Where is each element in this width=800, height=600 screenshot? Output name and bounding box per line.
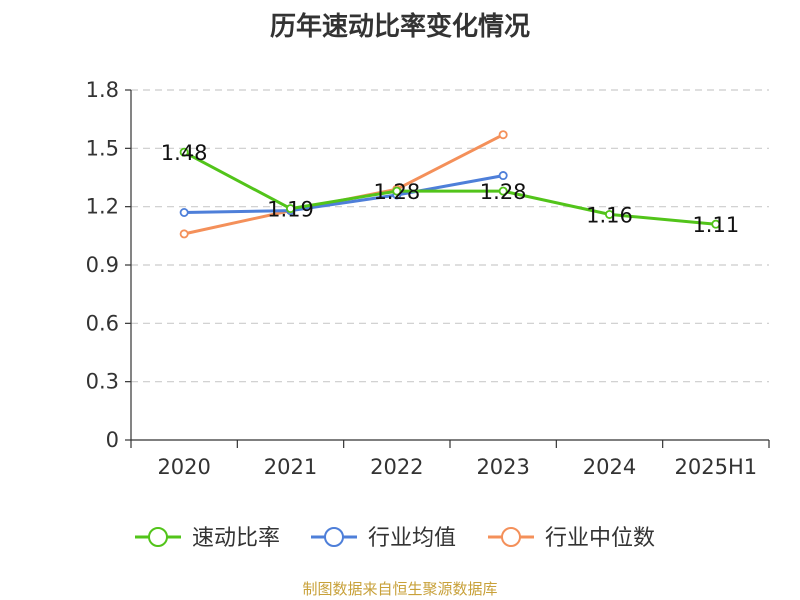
data-point[interactable] (498, 171, 508, 181)
x-tick-label: 2022 (370, 455, 423, 479)
legend-label: 行业中位数 (545, 526, 655, 551)
legend-swatch-marker (324, 527, 344, 547)
x-tick-label: 2021 (264, 455, 317, 479)
data-label: 1.19 (267, 198, 314, 222)
data-point[interactable] (498, 130, 508, 140)
x-tick-label: 2023 (476, 455, 529, 479)
source-note: 制图数据来自恒生聚源数据库 (302, 580, 498, 598)
data-point[interactable] (605, 209, 615, 219)
series-line (183, 150, 716, 226)
series (179, 130, 721, 239)
legend-swatch-marker (501, 527, 521, 547)
legend: 速动比率 行业均值 行业中位数 (135, 526, 655, 551)
data-point[interactable] (392, 186, 402, 196)
data-point[interactable] (498, 186, 508, 196)
legend-item[interactable]: 行业中位数 (488, 526, 655, 551)
legend-item[interactable]: 行业均值 (311, 526, 456, 551)
data-label: 1.48 (161, 141, 208, 165)
data-point[interactable] (179, 147, 189, 157)
data-point[interactable] (711, 219, 721, 229)
y-tick-label: 1.8 (86, 78, 119, 102)
data-label: 1.16 (586, 203, 633, 227)
y-tick-label: 0.3 (86, 370, 119, 394)
legend-label: 速动比率 (192, 526, 280, 551)
data-labels: 1.48 1.19 1.28 1.28 1.16 1.11 (161, 141, 739, 237)
y-tick-label: 1.2 (86, 195, 119, 219)
legend-label: 行业均值 (368, 526, 456, 551)
gridlines (131, 89, 769, 383)
legend-swatch-marker (148, 527, 168, 547)
y-tick-label: 0.6 (86, 311, 119, 335)
y-tick-label: 0 (106, 428, 119, 452)
y-tick-label: 0.9 (86, 253, 119, 277)
data-point[interactable] (285, 204, 295, 214)
data-label: 1.28 (373, 180, 420, 204)
series-line (184, 174, 504, 214)
axes: 0 0.3 0.6 0.9 1.2 1.5 1.8 2020 2021 2022 2023 2024 2… (86, 78, 770, 479)
x-tick-label: 2020 (157, 455, 210, 479)
data-label: 1.11 (692, 213, 739, 237)
data-label: 1.28 (480, 180, 527, 204)
x-tick-label: 2024 (583, 455, 636, 479)
y-tick-label: 1.5 (86, 136, 119, 160)
chart-title: 历年速动比率变化情况 (269, 12, 530, 42)
legend-item[interactable]: 速动比率 (135, 526, 280, 551)
x-tick-label: 2025H1 (675, 455, 758, 479)
data-point[interactable] (179, 229, 189, 239)
data-point[interactable] (179, 207, 189, 217)
